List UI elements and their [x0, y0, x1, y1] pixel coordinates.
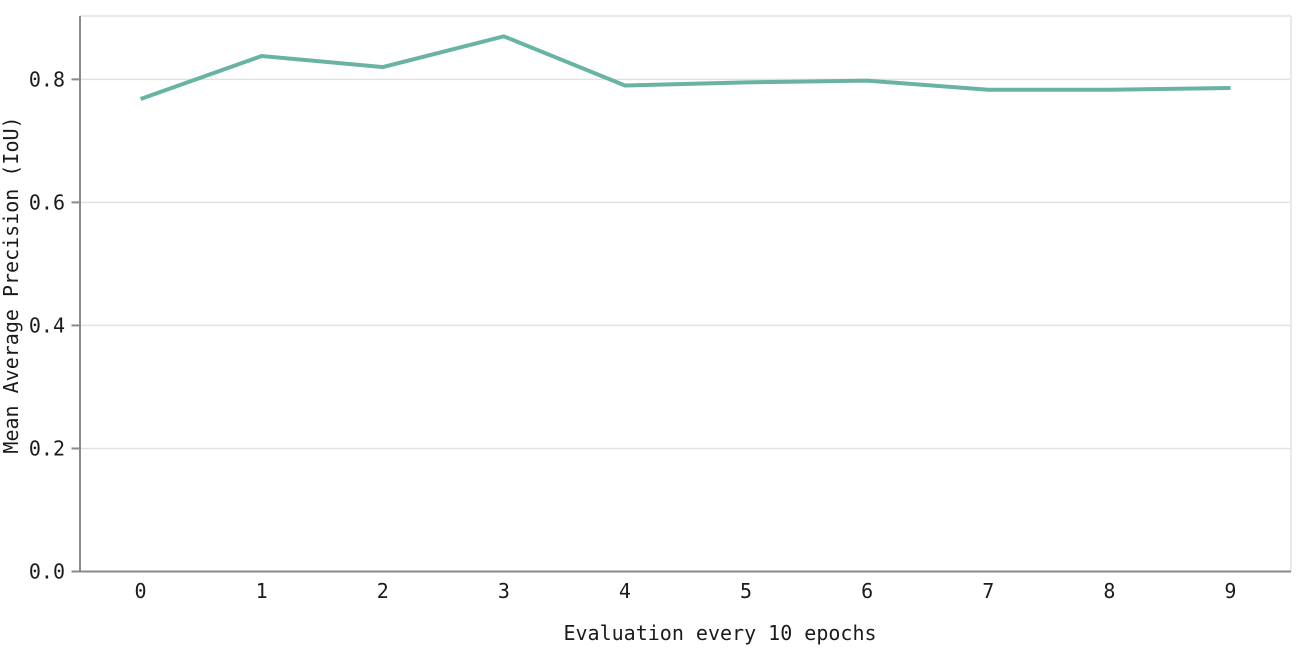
- y-tick-label: 0.6: [29, 190, 65, 214]
- x-tick-label: 1: [256, 579, 268, 603]
- x-tick-label: 2: [377, 579, 389, 603]
- x-tick-label: 8: [1103, 579, 1115, 603]
- x-tick-label: 9: [1224, 579, 1236, 603]
- y-axis-label: Mean Average Precision (IoU): [0, 116, 23, 453]
- x-axis-label: Evaluation every 10 epochs: [563, 621, 876, 645]
- axes: [79, 16, 1291, 573]
- y-axis-ticks: [71, 78, 80, 573]
- y-tick-label: 0.4: [29, 313, 65, 337]
- x-axis-tick-labels: 0 1 2 3 4 5 6 7 8 9: [135, 579, 1237, 603]
- x-tick-label: 4: [619, 579, 631, 603]
- y-tick-label: 0.8: [29, 67, 65, 91]
- x-tick-label: 6: [861, 579, 873, 603]
- x-tick-label: 5: [740, 579, 752, 603]
- y-tick-label: 0.0: [29, 560, 65, 584]
- series-line: [139, 34, 1231, 101]
- y-axis-tick-labels: 0.0 0.2 0.4 0.6 0.8: [29, 67, 65, 583]
- plot-frame: [80, 15, 1292, 572]
- x-tick-label: 3: [498, 579, 510, 603]
- y-tick-label: 0.2: [29, 436, 65, 460]
- x-tick-label: 7: [982, 579, 994, 603]
- gridlines: [80, 78, 1291, 450]
- x-tick-label: 0: [135, 579, 147, 603]
